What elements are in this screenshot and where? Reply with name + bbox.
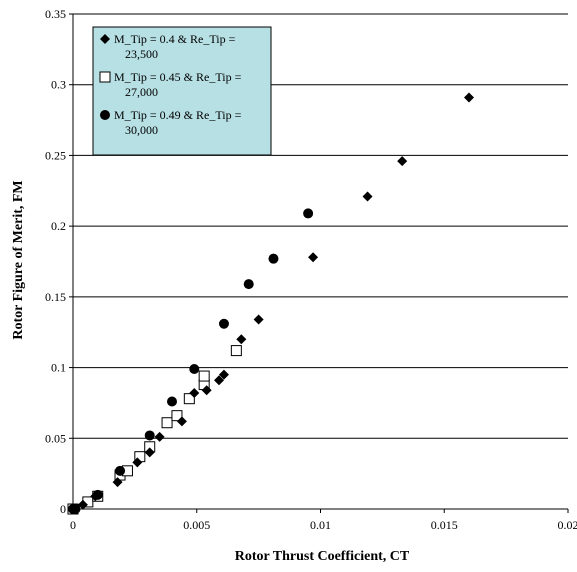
x-tick-label: 0.005 [183, 518, 210, 532]
y-tick-label: 0.3 [51, 78, 66, 92]
data-point [268, 254, 278, 264]
y-axis-title: Rotor Figure of Merit, FM [11, 180, 26, 339]
y-tick-label: 0.35 [45, 7, 66, 21]
legend-label: M_Tip = 0.49 & Re_Tip = [114, 108, 242, 122]
legend-label: 27,000 [125, 85, 158, 99]
data-point [363, 191, 373, 201]
data-point [189, 364, 199, 374]
y-tick-label: 0.2 [51, 219, 66, 233]
y-tick-label: 0.15 [45, 290, 66, 304]
x-tick-label: 0.015 [431, 518, 458, 532]
legend-label: 23,500 [125, 47, 158, 61]
data-point [464, 92, 474, 102]
legend-marker [100, 72, 110, 82]
data-point [162, 418, 172, 428]
x-tick-label: 0.01 [310, 518, 331, 532]
data-point [219, 319, 229, 329]
legend: M_Tip = 0.4 & Re_Tip =23,500 M_Tip = 0.45… [93, 27, 271, 155]
x-axis-title: Rotor Thrust Coefficient, CT [235, 549, 410, 564]
data-point [397, 156, 407, 166]
data-point [254, 314, 264, 324]
legend-label: M_Tip = 0.45 & Re_Tip = [114, 70, 242, 84]
data-point [115, 466, 125, 476]
data-point [236, 334, 246, 344]
y-tick-label: 0.05 [45, 431, 66, 445]
legend-box [93, 27, 271, 155]
legend-marker [100, 110, 110, 120]
y-tick-label: 0.1 [51, 361, 66, 375]
data-point [303, 208, 313, 218]
y-tick-label: 0.25 [45, 148, 66, 162]
data-point [244, 279, 254, 289]
y-tick-label: 0 [60, 502, 66, 516]
x-tick-label: 0.02 [558, 518, 577, 532]
legend-label: 30,000 [125, 123, 158, 137]
data-point [145, 430, 155, 440]
legend-label: M_Tip = 0.4 & Re_Tip = [114, 32, 236, 46]
data-point [231, 346, 241, 356]
data-point [308, 252, 318, 262]
data-point [167, 397, 177, 407]
x-tick-label: 0 [70, 518, 76, 532]
data-point [70, 504, 80, 514]
data-point [155, 432, 165, 442]
data-point [199, 371, 209, 381]
data-point [93, 490, 103, 500]
